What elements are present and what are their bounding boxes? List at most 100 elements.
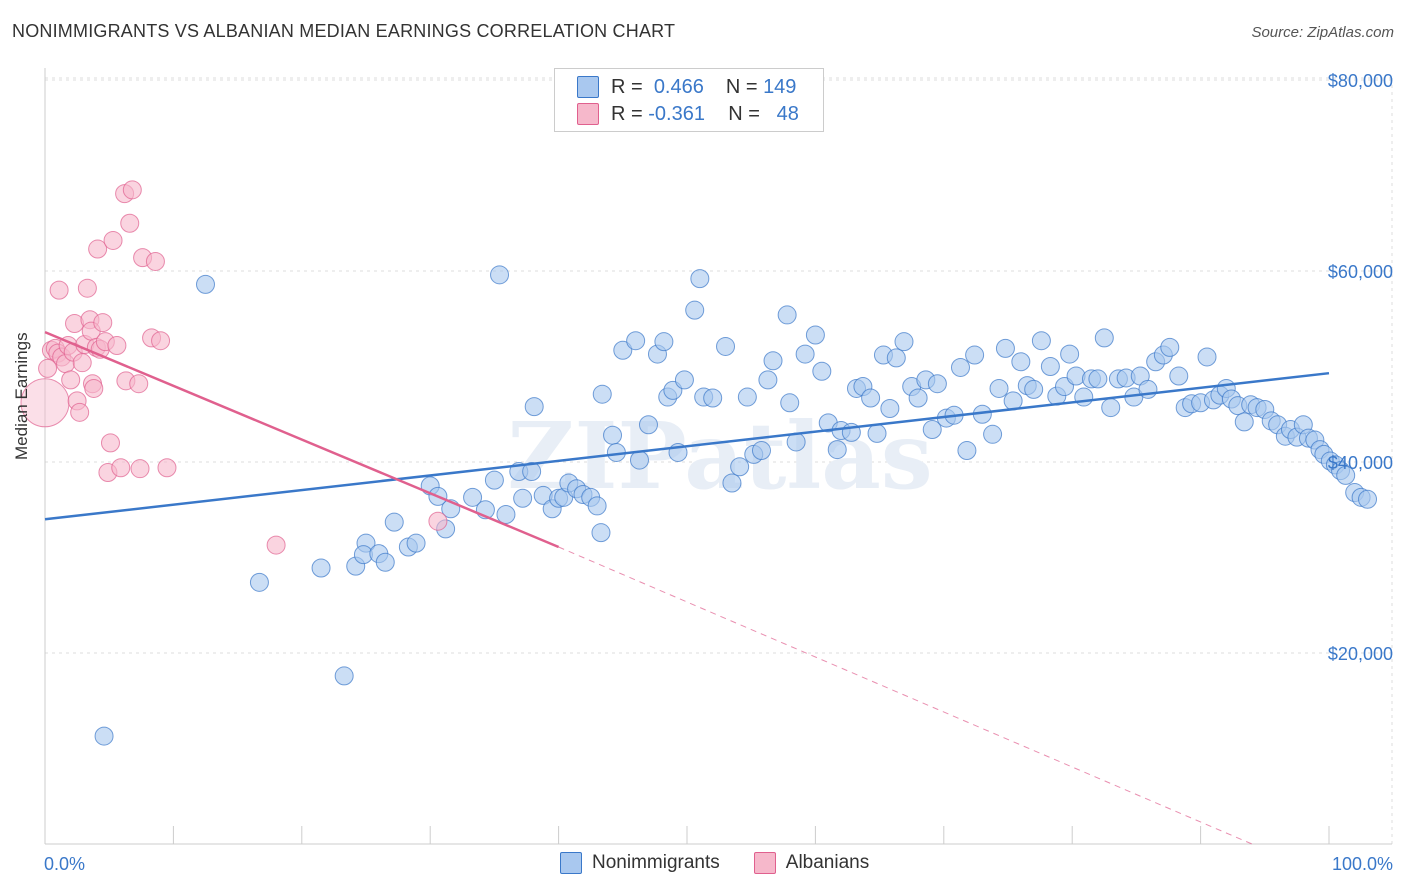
data-point xyxy=(950,357,970,377)
data-point xyxy=(626,331,646,351)
data-point xyxy=(61,370,81,390)
data-point xyxy=(1060,344,1080,364)
data-point xyxy=(812,361,832,381)
y-tick-labels: $20,000 $40,000 $60,000 $80,000 xyxy=(1328,71,1393,664)
data-point xyxy=(1336,465,1356,485)
data-point xyxy=(591,523,611,543)
y-tick-label: $40,000 xyxy=(1328,453,1393,473)
data-point xyxy=(311,558,331,578)
data-point xyxy=(629,450,649,470)
data-point xyxy=(103,230,123,250)
data-point xyxy=(88,239,108,259)
data-point xyxy=(1040,357,1060,376)
data-point xyxy=(1031,331,1051,351)
data-point xyxy=(805,325,825,345)
data-point xyxy=(49,280,69,300)
data-point xyxy=(384,512,404,532)
x-tick-label: 0.0% xyxy=(44,854,85,874)
correlation-legend: R = 0.466 N = 149 R = -0.361 N = 48 xyxy=(554,68,824,132)
legend-swatch-pink xyxy=(753,852,776,874)
data-point xyxy=(196,274,215,294)
data-point xyxy=(867,423,887,443)
data-point xyxy=(93,313,113,333)
y-tick-label: $80,000 xyxy=(1328,71,1393,91)
source-label: Source: ZipAtlas.com xyxy=(1251,24,1394,41)
data-point xyxy=(638,415,658,435)
legend-r-value: -0.361 xyxy=(648,102,705,125)
legend-swatch-blue xyxy=(577,76,599,98)
data-point xyxy=(524,397,544,417)
legend-n-value: 48 xyxy=(776,102,799,125)
data-point xyxy=(861,388,881,408)
y-axis-title: Median Earnings xyxy=(12,332,31,460)
data-point xyxy=(38,358,58,378)
data-point xyxy=(1234,412,1254,432)
grid-lines xyxy=(45,77,1393,844)
data-point xyxy=(674,370,694,390)
data-point xyxy=(1011,352,1031,372)
data-point xyxy=(111,458,131,478)
data-point xyxy=(84,378,104,398)
series-legend: Nonimmigrants Albanians xyxy=(560,852,869,874)
data-point xyxy=(375,552,395,572)
data-point xyxy=(730,457,750,477)
data-point xyxy=(484,470,504,490)
y-tick-label: $20,000 xyxy=(1328,644,1393,664)
legend-r-value: 0.466 xyxy=(653,75,704,98)
legend-label-nonimmigrants: Nonimmigrants xyxy=(592,852,720,873)
data-point xyxy=(249,572,269,592)
data-point xyxy=(1101,398,1121,418)
legend-row-albanians: R = -0.361 N = 48 xyxy=(577,102,799,126)
legend-r-label: R = xyxy=(611,102,643,125)
data-point xyxy=(334,666,354,686)
data-point xyxy=(1358,489,1378,509)
axes xyxy=(44,68,1392,845)
trend-line xyxy=(44,330,560,549)
legend-swatch-pink xyxy=(577,103,599,125)
x-tick-label: 100.0% xyxy=(1332,854,1393,874)
data-point xyxy=(77,278,97,298)
data-point xyxy=(1024,379,1044,399)
data-point xyxy=(880,399,900,419)
data-point xyxy=(490,265,510,285)
data-point xyxy=(927,374,947,394)
series-nonimmigrants-points xyxy=(94,265,1378,746)
data-point xyxy=(957,441,977,461)
data-point xyxy=(1074,387,1094,407)
data-point xyxy=(922,420,942,440)
data-point xyxy=(780,393,800,413)
trend-lines xyxy=(44,330,1330,845)
data-point xyxy=(1066,366,1086,386)
data-point xyxy=(107,335,127,355)
data-point xyxy=(1094,328,1114,348)
data-point xyxy=(983,424,1003,444)
data-point xyxy=(1169,366,1189,386)
trend-line xyxy=(44,371,1330,521)
data-point xyxy=(72,353,92,373)
data-point xyxy=(613,340,633,360)
data-point xyxy=(777,305,797,325)
data-point xyxy=(1160,337,1180,357)
data-point xyxy=(1088,369,1108,389)
data-point xyxy=(703,388,723,408)
data-point xyxy=(716,336,736,356)
data-point xyxy=(120,213,140,233)
data-point xyxy=(463,487,483,507)
data-point xyxy=(690,269,710,289)
data-point xyxy=(827,440,847,460)
y-tick-label: $60,000 xyxy=(1328,262,1393,282)
data-point xyxy=(496,505,516,525)
data-point xyxy=(795,344,815,364)
data-point xyxy=(70,402,90,422)
data-point xyxy=(758,370,778,390)
x-tick-labels: 0.0% 100.0% xyxy=(44,854,1393,874)
legend-r-label: R = xyxy=(611,75,643,98)
data-point xyxy=(722,473,742,493)
legend-swatch-blue xyxy=(560,852,582,874)
data-point xyxy=(965,345,985,365)
trend-line-extension xyxy=(558,546,1253,845)
data-point xyxy=(654,332,674,352)
data-point xyxy=(522,462,542,482)
data-point xyxy=(763,351,783,371)
